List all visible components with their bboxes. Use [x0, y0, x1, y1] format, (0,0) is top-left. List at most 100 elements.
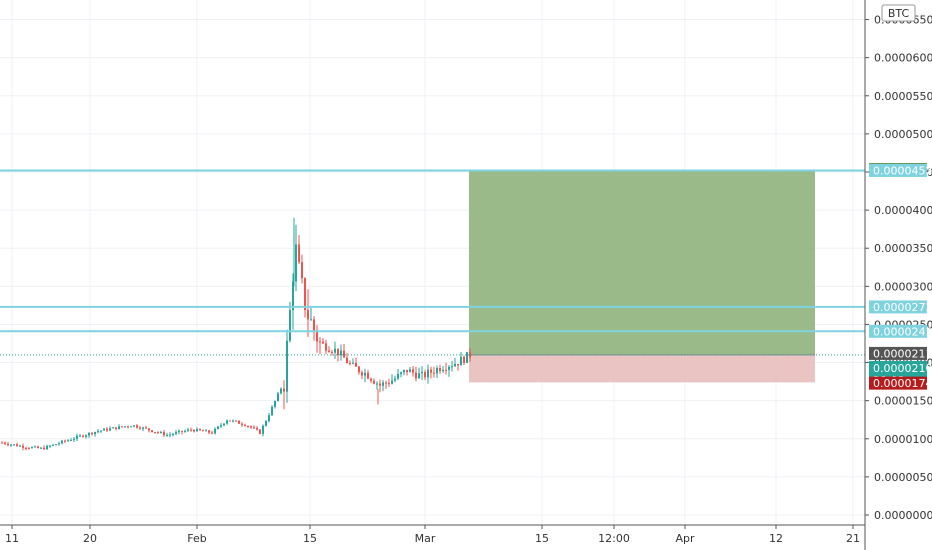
candle-body: [400, 372, 402, 374]
candle-body: [385, 382, 387, 384]
candle-body: [127, 426, 129, 428]
candle-body: [313, 319, 315, 331]
candle-body: [328, 350, 330, 353]
x-tick-label: Mar: [415, 532, 436, 545]
x-tick-label: 12: [769, 532, 783, 545]
candle-body: [103, 428, 105, 431]
candle-body: [82, 435, 84, 437]
candle-body: [316, 330, 318, 342]
candle-body: [466, 352, 468, 363]
y-tick-label: 0.0000400: [874, 204, 932, 217]
candle-body: [184, 430, 186, 432]
y-tick-label: 0.0000100: [874, 433, 932, 446]
candle-body: [370, 378, 372, 381]
candle-body: [256, 427, 258, 430]
candle-body: [469, 352, 471, 358]
candle-body: [331, 352, 333, 354]
candle-body: [112, 427, 114, 429]
candle-body: [94, 431, 96, 435]
candle-body: [145, 427, 147, 429]
y-tick-label: 0.0000050: [874, 471, 932, 484]
candle-body: [325, 343, 327, 351]
candle-body: [226, 420, 228, 424]
profit-zone[interactable]: [469, 169, 815, 355]
y-tick-label: 0.0000550: [874, 90, 932, 103]
horizontal-levels[interactable]: [0, 169, 865, 333]
candle-body: [166, 434, 168, 436]
price-labels: 0.00004530.00004520.00002730.00002410.00…: [869, 163, 932, 390]
y-tick-label: 0.0000500: [874, 128, 932, 141]
level-price-label: 0.0000452: [873, 164, 932, 177]
candle-body: [322, 341, 324, 344]
x-tick-label: 11: [5, 532, 19, 545]
candle-body: [22, 445, 24, 448]
candle-body: [265, 421, 267, 426]
candle-body: [58, 443, 60, 445]
candle-body: [70, 439, 72, 441]
candle-body: [454, 364, 456, 367]
candle-body: [64, 440, 66, 442]
candle-body: [139, 427, 141, 429]
candle-body: [298, 244, 300, 263]
candle-body: [274, 400, 276, 407]
candle-body: [358, 366, 360, 373]
candle-body: [409, 369, 411, 373]
candle-body: [307, 310, 309, 320]
candle-body: [100, 430, 102, 432]
candle-body: [208, 430, 210, 433]
candle-body: [439, 368, 441, 372]
candle-body: [187, 429, 189, 431]
candle-body: [181, 430, 183, 432]
candle-body: [10, 444, 12, 446]
candle-body: [268, 415, 270, 422]
candle-body: [148, 428, 150, 431]
candle-body: [37, 446, 39, 449]
candle-body: [250, 426, 252, 428]
candle-body: [304, 278, 306, 311]
candle-body: [217, 426, 219, 429]
level-price-label: 0.0000273: [873, 301, 932, 314]
candle-body: [253, 427, 255, 429]
candle-body: [445, 369, 447, 371]
candle-body: [16, 444, 18, 447]
candle-body: [88, 432, 90, 436]
candle-body: [130, 426, 132, 428]
position-tool[interactable]: [469, 169, 815, 383]
y-tick-label: 0.0000300: [874, 280, 932, 293]
candle-body: [124, 426, 126, 428]
candle-body: [238, 420, 240, 424]
current-price-label: 0.0000210: [873, 362, 932, 375]
candle-body: [373, 380, 375, 384]
x-tick-label: 12:00: [598, 532, 630, 545]
x-tick-label: 15: [535, 532, 549, 545]
candle-body: [151, 430, 153, 432]
candle-body: [121, 426, 123, 428]
candle-body: [232, 420, 234, 422]
candle-body: [163, 432, 165, 436]
candle-body: [160, 432, 162, 434]
candle-body: [97, 431, 99, 433]
candle-body: [361, 372, 363, 376]
candle-body: [442, 369, 444, 372]
stop-price-label: 0.0000174: [873, 377, 932, 390]
y-tick-label: 0.0000000: [874, 509, 932, 522]
y-tick-label: 0.0000600: [874, 52, 932, 65]
level-price-label: 0.0000241: [873, 325, 932, 338]
candle-body: [424, 372, 426, 378]
candle-body: [403, 369, 405, 373]
candle-body: [460, 356, 462, 366]
candle-body: [349, 363, 351, 365]
candle-body: [40, 447, 42, 449]
candle-body: [451, 366, 453, 368]
candle-body: [52, 444, 54, 446]
candle-body: [133, 425, 135, 427]
loss-zone[interactable]: [469, 354, 815, 383]
candle-body: [136, 425, 138, 428]
candle-body: [277, 393, 279, 401]
candle-body: [421, 372, 423, 374]
candle-body: [379, 383, 381, 386]
candle-body: [85, 435, 87, 437]
time-axis[interactable]: 11 20 Feb 15 Mar 15 12:00 Apr 12 21: [5, 525, 860, 545]
